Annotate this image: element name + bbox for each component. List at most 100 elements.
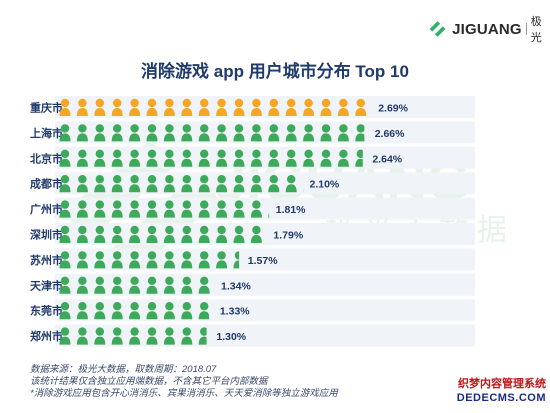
person-icon: [163, 327, 175, 345]
person-icon: [303, 98, 315, 116]
chart-row: 上海市 2.66%: [30, 121, 475, 144]
person-icon: [233, 251, 240, 269]
brand-name-cn: 极光: [530, 16, 542, 44]
person-icon: [59, 327, 71, 345]
person-icon: [181, 124, 193, 142]
value-label: 2.69%: [378, 103, 408, 115]
jiguang-logo-icon: [429, 21, 446, 37]
category-label: 上海市: [30, 126, 63, 140]
person-icon: [163, 276, 175, 294]
person-icon: [181, 175, 193, 193]
logo-divider: [525, 23, 527, 35]
person-icon: [59, 149, 71, 167]
stamp-cn-text: 织梦内容管理系统: [458, 378, 546, 390]
person-icon: [76, 175, 88, 193]
person-icon: [146, 276, 158, 294]
person-icon: [94, 98, 106, 116]
person-icon: [129, 124, 141, 142]
row-background: [55, 299, 475, 322]
site-stamp: 织梦内容管理系统 DEDECMS.COM: [436, 377, 548, 409]
row-background: [55, 146, 475, 169]
person-icon: [233, 98, 245, 116]
person-icon: [268, 175, 280, 193]
person-icon: [233, 149, 245, 167]
person-icon: [163, 302, 175, 320]
person-icon: [355, 124, 365, 142]
person-icon: [268, 98, 280, 116]
value-label: 1.79%: [273, 230, 303, 242]
person-icon: [59, 225, 71, 243]
person-icon: [94, 149, 106, 167]
row-background: [55, 223, 475, 245]
person-icon: [233, 124, 245, 142]
data-bar: [59, 124, 365, 142]
brand-logo: JIGUANG 极光: [427, 16, 550, 44]
person-icon: [111, 302, 123, 320]
person-icon: [111, 124, 123, 142]
person-icon: [216, 225, 228, 243]
person-icon: [216, 251, 228, 269]
person-icon: [111, 175, 123, 193]
footnote-definition: *消除游戏应用包含开心消消乐、宾果消消乐、天天爱消除等独立游戏应用: [30, 388, 338, 399]
person-icon: [250, 124, 262, 142]
person-icon: [94, 276, 106, 294]
person-icon: [146, 175, 158, 193]
person-icon: [129, 276, 141, 294]
person-icon: [111, 225, 123, 243]
person-icon: [337, 149, 349, 167]
person-icon: [146, 225, 158, 243]
person-icon: [198, 302, 209, 320]
person-icon: [198, 225, 210, 243]
person-icon: [111, 98, 123, 116]
value-label: 2.66%: [375, 128, 405, 140]
person-icon: [76, 98, 88, 116]
data-bar: [59, 276, 210, 294]
category-label: 广州市: [30, 202, 63, 216]
person-icon: [129, 149, 141, 167]
value-label: 2.10%: [310, 179, 340, 191]
person-icon: [129, 225, 141, 243]
person-icon: [268, 124, 280, 142]
person-icon: [94, 327, 106, 345]
person-icon: [337, 98, 349, 116]
person-icon: [94, 175, 106, 193]
value-label: 1.81%: [276, 204, 306, 216]
chart-row: 广州市 1.81%: [30, 197, 475, 220]
person-icon: [59, 302, 71, 320]
person-icon: [233, 175, 245, 193]
person-icon: [233, 200, 245, 218]
brand-name: JIGUANG: [452, 20, 522, 38]
person-icon: [198, 98, 210, 116]
person-icon: [216, 149, 228, 167]
chart-row: 苏州市 1.57%: [30, 248, 475, 271]
person-icon: [76, 276, 88, 294]
person-icon: [163, 149, 175, 167]
person-icon: [59, 124, 71, 142]
person-icon: [233, 225, 245, 243]
person-icon: [59, 200, 71, 218]
person-icon: [320, 98, 332, 116]
person-icon: [94, 302, 106, 320]
person-icon: [59, 175, 71, 193]
person-icon: [250, 225, 262, 243]
person-icon: [146, 200, 158, 218]
person-icon: [111, 251, 123, 269]
chart-row: 东莞市 1.33%: [30, 299, 475, 322]
data-bar: [59, 302, 209, 320]
stamp-en-text: DEDECMS.COM: [456, 392, 546, 404]
row-background: [55, 172, 475, 195]
person-icon: [181, 200, 193, 218]
person-icon: [111, 276, 123, 294]
footnote-source: 数据来源：极光大数据，取数周期：2018.07: [30, 364, 217, 375]
chart-row: 天津市 1.34%: [30, 273, 475, 296]
person-icon: [94, 251, 106, 269]
person-icon: [76, 327, 88, 345]
data-bar: [59, 327, 207, 345]
chart-row: 重庆市 2.69%: [30, 96, 475, 118]
category-label: 苏州市: [30, 253, 63, 267]
person-icon: [76, 200, 88, 218]
footnotes: 数据来源：极光大数据，取数周期：2018.07 该统计结果仅含独立应用端数据，不…: [30, 364, 450, 400]
person-icon: [216, 200, 228, 218]
person-icon: [198, 327, 207, 345]
